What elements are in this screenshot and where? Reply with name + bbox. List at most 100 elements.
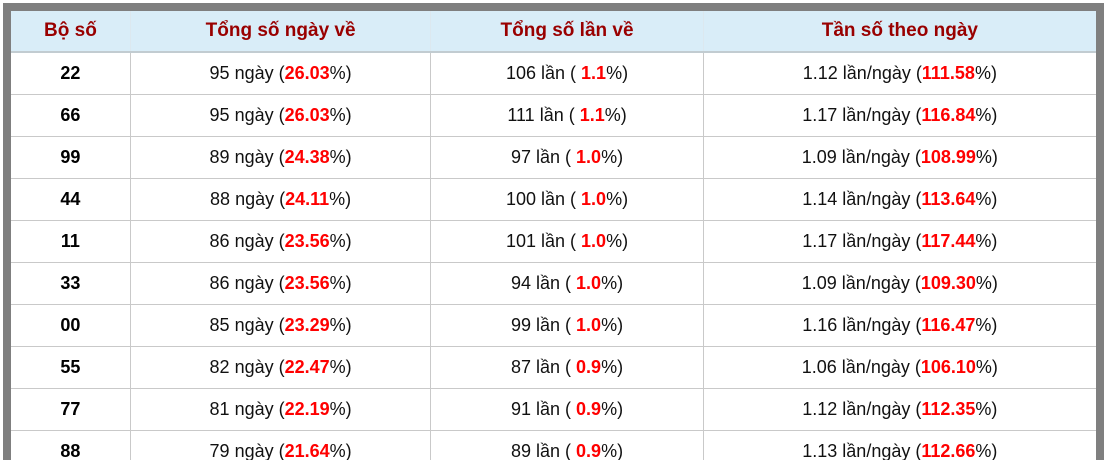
frequency-text: 1.16 lần/ngày (: [802, 315, 922, 335]
days-percent-value: 26.03: [284, 105, 330, 125]
times-text: 97 lần (: [511, 147, 577, 167]
table-body: 22 95 ngày (26.03%) 106 lần ( 1.1%) 1.12…: [11, 51, 1096, 460]
days-text-suffix: %): [329, 399, 352, 419]
cell-daily-frequency: 1.14 lần/ngày (113.64%): [702, 178, 1096, 221]
cell-pair-number: 66: [11, 94, 131, 137]
times-percent-value: 1.0: [576, 315, 602, 335]
cell-daily-frequency: 1.17 lần/ngày (117.44%): [702, 220, 1096, 263]
cell-pair-number: 77: [11, 388, 131, 431]
times-percent-value: 1.0: [576, 273, 602, 293]
times-percent-value: 1.0: [576, 147, 602, 167]
times-text-suffix: %): [606, 231, 629, 251]
frequency-percent-value: 116.47: [921, 315, 976, 335]
frequency-percent-value: 112.35: [921, 399, 976, 419]
frequency-text-suffix: %): [975, 441, 998, 460]
days-text: 95 ngày (: [209, 105, 285, 125]
cell-daily-frequency: 1.16 lần/ngày (116.47%): [702, 304, 1096, 347]
frequency-text: 1.09 lần/ngày (: [801, 273, 921, 293]
days-text: 81 ngày (: [209, 399, 285, 419]
cell-total-times: 111 lần ( 1.1%): [430, 94, 704, 137]
days-text-suffix: %): [329, 441, 352, 460]
days-text-suffix: %): [329, 105, 352, 125]
days-text-suffix: %): [329, 315, 352, 335]
cell-daily-frequency: 1.09 lần/ngày (108.99%): [702, 136, 1096, 179]
times-text: 87 lần (: [511, 357, 577, 377]
table-row: 00 85 ngày (23.29%) 99 lần ( 1.0%) 1.16 …: [11, 304, 1096, 347]
times-text-suffix: %): [601, 273, 624, 293]
cell-total-days: 85 ngày (23.29%): [129, 304, 431, 347]
frequency-percent-value: 112.66: [921, 441, 976, 460]
col-header-pair-number: Bộ số: [11, 11, 131, 53]
cell-total-days: 95 ngày (26.03%): [129, 94, 431, 137]
cell-pair-number: 22: [11, 51, 131, 95]
pair-number-value: 44: [60, 189, 81, 209]
frequency-text-suffix: %): [975, 147, 998, 167]
days-percent-value: 24.11: [285, 189, 330, 209]
cell-total-times: 87 lần ( 0.9%): [430, 346, 704, 389]
times-text-suffix: %): [601, 399, 624, 419]
frequency-percent-value: 117.44: [921, 231, 976, 251]
times-text: 89 lần (: [511, 441, 577, 460]
table-row: 66 95 ngày (26.03%) 111 lần ( 1.1%) 1.17…: [11, 94, 1096, 137]
cell-total-days: 86 ngày (23.56%): [129, 262, 431, 305]
frequency-text-suffix: %): [975, 105, 998, 125]
days-percent-value: 23.56: [284, 273, 330, 293]
days-text-suffix: %): [329, 231, 352, 251]
frequency-percent-value: 113.64: [921, 189, 976, 209]
cell-total-times: 101 lần ( 1.0%): [430, 220, 704, 263]
cell-total-times: 91 lần ( 0.9%): [430, 388, 704, 431]
frequency-text-suffix: %): [975, 315, 998, 335]
times-text: 100 lần (: [505, 189, 582, 209]
cell-total-days: 86 ngày (23.56%): [129, 220, 431, 263]
cell-total-times: 89 lần ( 0.9%): [430, 430, 704, 460]
frequency-percent-value: 109.30: [920, 273, 976, 293]
times-text-suffix: %): [601, 441, 624, 460]
table-row: 22 95 ngày (26.03%) 106 lần ( 1.1%) 1.12…: [11, 51, 1096, 95]
table-row: 77 81 ngày (22.19%) 91 lần ( 0.9%) 1.12 …: [11, 388, 1096, 431]
frequency-percent-value: 106.10: [920, 357, 976, 377]
cell-daily-frequency: 1.13 lần/ngày (112.66%): [702, 430, 1096, 460]
days-percent-value: 22.47: [284, 357, 330, 377]
frequency-text: 1.09 lần/ngày (: [801, 147, 921, 167]
frequency-text: 1.14 lần/ngày (: [802, 189, 922, 209]
days-percent-value: 23.29: [284, 315, 330, 335]
table-row: 44 88 ngày (24.11%) 100 lần ( 1.0%) 1.14…: [11, 178, 1096, 221]
cell-pair-number: 11: [11, 220, 131, 263]
days-text: 86 ngày (: [209, 231, 285, 251]
days-percent-value: 24.38: [284, 147, 330, 167]
cell-total-times: 100 lần ( 1.0%): [430, 178, 704, 221]
frequency-text: 1.06 lần/ngày (: [801, 357, 921, 377]
times-percent-value: 1.0: [581, 231, 607, 251]
times-percent-value: 0.9: [576, 357, 602, 377]
frequency-text: 1.13 lần/ngày (: [802, 441, 922, 460]
days-text: 95 ngày (: [209, 63, 285, 83]
days-text-suffix: %): [329, 273, 352, 293]
times-text: 111 lần (: [507, 105, 580, 125]
table-row: 11 86 ngày (23.56%) 101 lần ( 1.0%) 1.17…: [11, 220, 1096, 263]
times-percent-value: 1.1: [579, 105, 605, 125]
times-text-suffix: %): [601, 315, 624, 335]
days-text: 82 ngày (: [209, 357, 285, 377]
days-text-suffix: %): [329, 357, 352, 377]
times-percent-value: 0.9: [576, 441, 602, 460]
lottery-pair-stats-table: Bộ số Tổng số ngày về Tổng số lần về Tần…: [11, 11, 1096, 460]
pair-number-value: 11: [60, 231, 80, 251]
cell-total-times: 97 lần ( 1.0%): [430, 136, 704, 179]
cell-total-days: 81 ngày (22.19%): [129, 388, 431, 431]
pair-number-value: 88: [60, 441, 81, 460]
times-text: 101 lần (: [505, 231, 582, 251]
frequency-text: 1.12 lần/ngày (: [802, 399, 922, 419]
frequency-text: 1.12 lần/ngày (: [802, 63, 922, 83]
frequency-text: 1.17 lần/ngày (: [802, 105, 922, 125]
times-percent-value: 1.0: [581, 189, 607, 209]
cell-daily-frequency: 1.12 lần/ngày (112.35%): [702, 388, 1096, 431]
times-text: 91 lần (: [511, 399, 577, 419]
pair-number-value: 22: [60, 63, 81, 83]
frequency-percent-value: 111.58: [921, 63, 975, 83]
cell-total-days: 88 ngày (24.11%): [129, 178, 431, 221]
days-text: 86 ngày (: [209, 273, 285, 293]
times-text-suffix: %): [606, 63, 629, 83]
col-header-total-times: Tổng số lần về: [430, 11, 704, 53]
days-text: 89 ngày (: [209, 147, 285, 167]
frequency-text: 1.17 lần/ngày (: [802, 231, 922, 251]
